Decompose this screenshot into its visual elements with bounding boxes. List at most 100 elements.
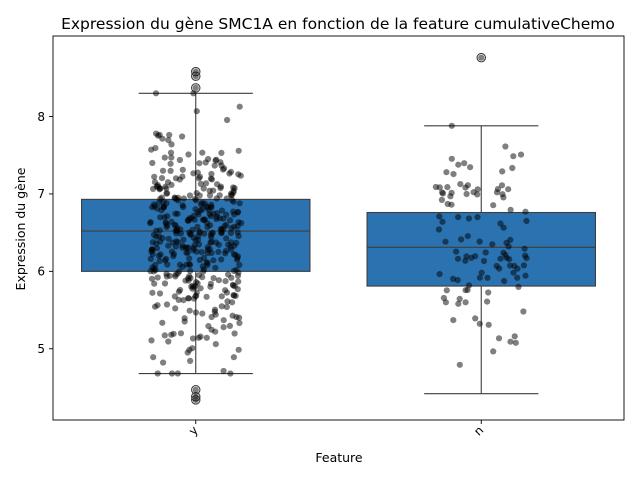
strip-point xyxy=(172,222,179,229)
strip-point xyxy=(511,333,518,340)
axes-frame xyxy=(52,35,625,421)
strip-point xyxy=(444,184,451,191)
strip-point xyxy=(472,253,479,260)
strip-point xyxy=(152,145,159,152)
strip-point xyxy=(190,90,197,97)
strip-point xyxy=(229,299,236,306)
strip-point xyxy=(181,315,188,322)
strip-point xyxy=(154,302,161,309)
strip-point xyxy=(231,223,238,230)
strip-point xyxy=(149,289,156,296)
strip-point xyxy=(223,289,230,296)
strip-point xyxy=(195,175,202,182)
strip-point xyxy=(149,239,156,246)
strip-point xyxy=(193,108,200,115)
strip-point xyxy=(520,308,527,315)
strip-point xyxy=(187,357,194,364)
strip-point xyxy=(194,223,201,230)
strip-point xyxy=(218,303,225,310)
strip-point xyxy=(520,262,528,269)
strip-point xyxy=(185,295,192,302)
strip-point xyxy=(211,306,219,313)
strip-point xyxy=(212,328,219,335)
strip-point xyxy=(216,192,223,199)
strip-point xyxy=(197,207,204,214)
strip-point xyxy=(186,255,193,262)
strip-point xyxy=(164,213,171,220)
strip-point xyxy=(490,348,497,355)
strip-point xyxy=(163,185,170,192)
strip-point xyxy=(507,236,514,243)
strip-point xyxy=(186,307,193,314)
strip-point xyxy=(448,122,455,129)
strip-point xyxy=(205,323,212,330)
strip-point xyxy=(183,249,190,256)
strip-point xyxy=(154,370,161,377)
strip-point xyxy=(157,214,164,221)
strip-point xyxy=(455,161,462,168)
strip-point xyxy=(490,202,497,209)
strip-point xyxy=(223,195,230,202)
strip-point xyxy=(485,321,492,328)
strip-point xyxy=(461,160,468,167)
strip-point xyxy=(472,315,479,322)
strip-point xyxy=(234,272,242,279)
strip-point xyxy=(196,228,203,235)
strip-point xyxy=(510,153,517,160)
strip-point xyxy=(209,229,216,236)
strip-point xyxy=(235,171,242,178)
strip-point xyxy=(193,248,200,255)
strip-point xyxy=(234,209,241,216)
strip-point xyxy=(147,220,154,227)
strip-point xyxy=(230,292,237,299)
strip-point xyxy=(522,252,529,259)
strip-point xyxy=(173,195,180,203)
strip-point xyxy=(167,160,174,167)
chart-title: Expression du gène SMC1A en fonction de … xyxy=(61,15,615,33)
strip-point xyxy=(194,169,201,176)
strip-point xyxy=(180,195,187,202)
strip-point xyxy=(515,283,522,290)
strip-point xyxy=(448,155,455,162)
strip-point xyxy=(226,170,233,177)
strip-point xyxy=(215,248,222,255)
outlier-point xyxy=(476,52,486,63)
strip-point xyxy=(218,256,225,263)
strip-point xyxy=(171,293,178,300)
strip-point xyxy=(164,179,172,186)
strip-point xyxy=(502,143,509,150)
strip-point xyxy=(161,154,168,161)
strip-point xyxy=(514,274,521,281)
strip-point xyxy=(217,185,224,192)
strip-point xyxy=(218,293,225,300)
strip-point xyxy=(190,212,197,219)
strip-point xyxy=(223,303,230,311)
strip-point xyxy=(507,206,514,213)
strip-point xyxy=(204,204,211,211)
strip-point xyxy=(227,370,234,377)
strip-point xyxy=(192,206,199,213)
strip-point xyxy=(208,176,215,183)
strip-point xyxy=(450,317,457,324)
strip-point xyxy=(192,73,199,80)
strip-point xyxy=(220,317,227,324)
strip-point xyxy=(203,334,210,341)
strip-point xyxy=(180,203,187,211)
strip-point xyxy=(226,322,233,329)
strip-point xyxy=(233,266,240,274)
strip-point xyxy=(148,337,155,344)
strip-point xyxy=(212,264,219,271)
strip-point xyxy=(510,269,517,276)
strip-point xyxy=(215,277,222,284)
strip-point xyxy=(159,319,166,326)
strip-point xyxy=(186,229,193,236)
strip-point xyxy=(166,272,173,279)
strip-point xyxy=(227,217,234,224)
strip-point xyxy=(476,320,483,327)
strip-point xyxy=(224,298,231,305)
strip-point xyxy=(453,248,460,255)
strip-point xyxy=(206,192,214,199)
strip-point xyxy=(168,370,176,377)
strip-point xyxy=(236,103,243,110)
